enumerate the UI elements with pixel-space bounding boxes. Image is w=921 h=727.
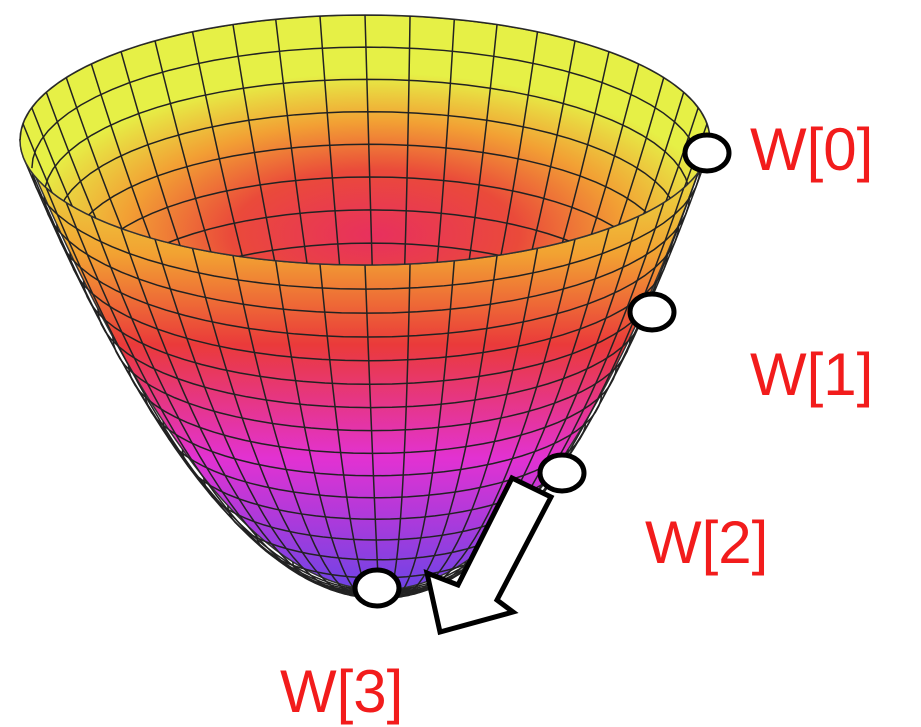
point-label: W[3]: [280, 658, 403, 725]
point-label: W[0]: [750, 116, 873, 183]
point-marker: [355, 570, 399, 606]
point-marker: [540, 455, 584, 491]
point-marker: [630, 294, 674, 330]
point-label: W[1]: [750, 341, 873, 408]
point-label: W[2]: [645, 509, 768, 576]
paraboloid-bowl: [20, 15, 710, 599]
point-marker: [685, 135, 729, 171]
diagram: W[0] W[1] W[2] W[3]: [0, 0, 921, 727]
